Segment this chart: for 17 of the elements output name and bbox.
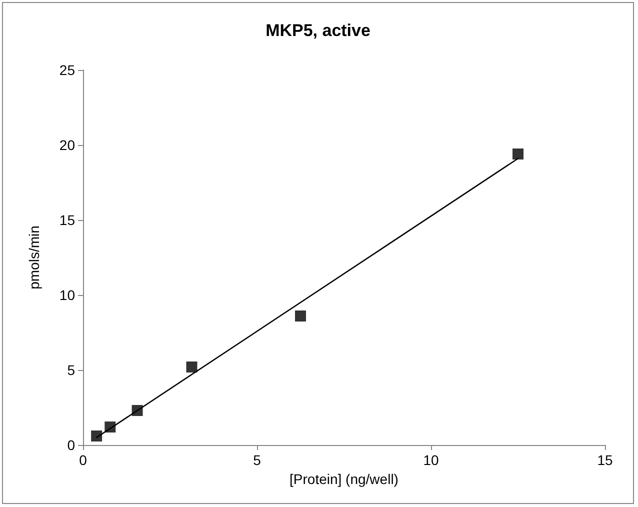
- point: [295, 310, 306, 322]
- x-axis-title: [Protein] (ng/well): [290, 470, 398, 487]
- point: [186, 362, 198, 372]
- x-tick-label: 10: [423, 452, 439, 468]
- y-tick-label: 25: [59, 62, 76, 78]
- point: [512, 148, 524, 160]
- y-axis-title: pmols/min: [26, 226, 42, 290]
- y-tick-label: 5: [67, 362, 76, 378]
- y-tick-label: 20: [59, 137, 76, 153]
- y-tick-label: 10: [59, 287, 76, 303]
- point: [91, 430, 102, 442]
- x-tick-label: 0: [79, 452, 88, 468]
- chart-title: MKP5, active: [266, 21, 370, 40]
- y-tick-label: 0: [67, 437, 76, 453]
- x-tick-label: 15: [597, 452, 613, 468]
- y-tick-label: 15: [59, 212, 76, 228]
- x-tick-label: 5: [253, 452, 262, 468]
